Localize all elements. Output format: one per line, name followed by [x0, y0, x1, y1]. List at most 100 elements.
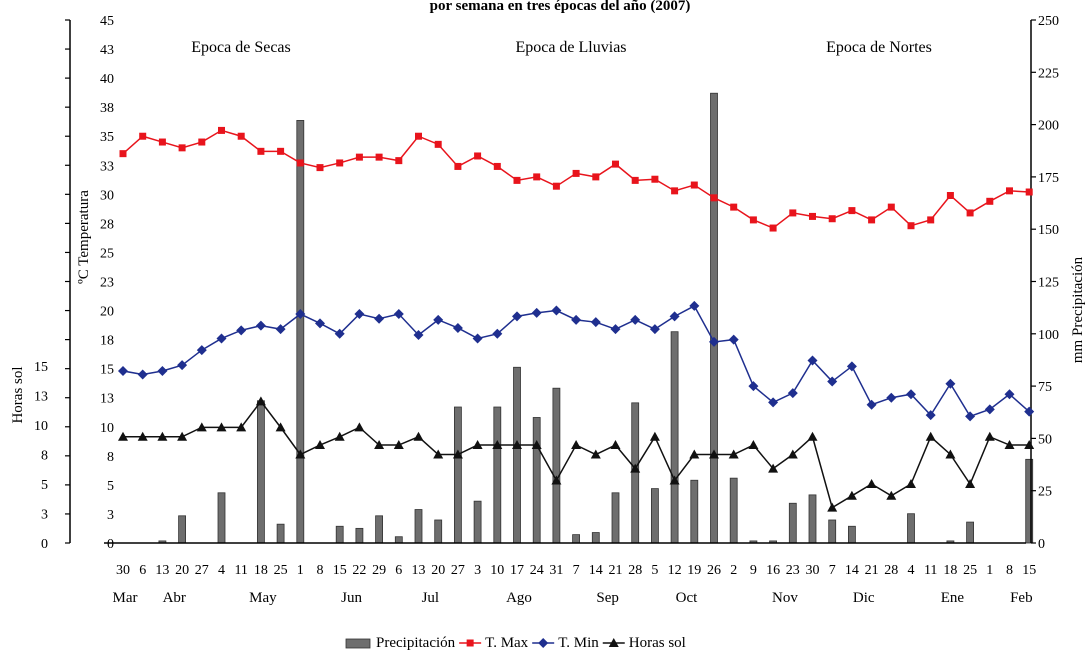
- sun-axis-tick-label: 8: [41, 449, 48, 464]
- right-axis-tick-label: 225: [1038, 66, 1059, 81]
- x-tick-label-day: 8: [1006, 563, 1013, 578]
- x-tick-label-day: 28: [628, 563, 642, 578]
- precipitation-bar: [729, 477, 738, 544]
- t-min-point: [354, 309, 365, 320]
- x-tick-label-month: Ago: [506, 590, 532, 606]
- t-min-point: [906, 389, 916, 400]
- t-min-point: [137, 369, 148, 380]
- horas-sol-point: [787, 449, 798, 459]
- x-tick-label-day: 13: [155, 563, 169, 578]
- t-max-point: [612, 160, 619, 168]
- t-max-point: [946, 191, 954, 199]
- t-max-point: [631, 176, 639, 184]
- horas-sol-point: [709, 449, 719, 459]
- t-max-point: [966, 209, 974, 217]
- x-tick-label-month: Feb: [1010, 590, 1033, 606]
- x-tick-label-day: 13: [412, 563, 426, 578]
- x-tick-label-day: 14: [589, 563, 603, 578]
- t-min-point: [984, 404, 995, 415]
- horas-sol-point: [118, 431, 128, 441]
- t-max-point: [355, 153, 363, 161]
- season-label: Epoca de Lluvias: [515, 39, 626, 56]
- x-axis-labels: 30 6 13 20 27 4 11 18 25 1 8 15 22 29 6 13 20 27 3 10 17 24 31…: [113, 563, 1037, 606]
- t-min-point: [846, 361, 857, 372]
- x-tick-label-day: 30: [116, 563, 130, 578]
- t-min-point: [571, 314, 582, 325]
- x-tick-label-day: 10: [490, 563, 504, 578]
- x-tick-label-day: 29: [372, 563, 386, 578]
- precipitation-bar: [355, 527, 364, 544]
- right-axis-tick-label: 200: [1038, 119, 1059, 134]
- season-labels: Epoca de Secas Epoca de Lluvias Epoca de N…: [191, 39, 932, 56]
- t-max-point: [690, 181, 698, 189]
- x-tick-label-day: 2: [730, 563, 737, 578]
- precipitation-bar: [828, 519, 837, 544]
- x-tick-label-day: 26: [707, 563, 721, 578]
- t-min-point: [610, 324, 621, 335]
- t-min-point: [315, 318, 325, 329]
- horas-sol-point: [886, 490, 897, 500]
- right-axis-tick-label: 125: [1038, 276, 1059, 291]
- sun-axis-tick-label: 3: [41, 508, 48, 523]
- precipitation-bar: [1025, 458, 1034, 544]
- horas-sol-point: [295, 449, 306, 459]
- legend-marker: [608, 638, 619, 647]
- series-lines: [118, 126, 1035, 512]
- t-max-point: [513, 176, 521, 184]
- t-max-point: [218, 126, 225, 134]
- x-tick-label-day: 6: [395, 563, 402, 578]
- left-axis-tick-label: 33: [100, 159, 114, 174]
- x-tick-label-day: 31: [549, 563, 563, 578]
- legend-label: Precipitación: [376, 635, 456, 651]
- left-axis-tick-label: 5: [107, 479, 114, 494]
- legend: Precipitación T. Max T. Min Horas sol: [345, 635, 686, 651]
- sun-axis-tick-label: 15: [34, 360, 48, 375]
- t-max-point: [572, 169, 580, 177]
- left-axis-tick-label: 10: [100, 421, 114, 436]
- x-tick-label-day: 23: [786, 563, 800, 578]
- x-tick-label-month: Dic: [853, 590, 875, 606]
- t-min-point: [295, 309, 306, 320]
- precipitation-bar: [907, 513, 915, 544]
- t-min-point: [413, 329, 424, 340]
- x-tick-label-month: Nov: [772, 590, 798, 606]
- x-tick-label-day: 8: [317, 563, 324, 578]
- season-label: Epoca de Nortes: [826, 39, 932, 56]
- x-tick-label-day: 11: [924, 563, 937, 578]
- x-tick-label-day: 15: [1022, 563, 1036, 578]
- horas-sol-point: [610, 440, 621, 450]
- horas-sol-point: [137, 431, 148, 441]
- t-max-point: [769, 224, 777, 232]
- horas-sol-point: [846, 490, 857, 500]
- t-max-point: [552, 182, 560, 190]
- x-tick-label-day: 28: [884, 563, 898, 578]
- horas-sol-point: [531, 440, 542, 450]
- t-max-point: [375, 153, 383, 161]
- horas-sol-point: [315, 440, 325, 450]
- t-max-point: [809, 212, 816, 220]
- legend-marker: [466, 639, 474, 647]
- precipitation-bar: [256, 400, 265, 544]
- t-max-point: [887, 203, 895, 211]
- left-axis-tick-label: 38: [100, 101, 114, 116]
- horas-sol-point: [866, 479, 877, 488]
- horas-sol-point: [807, 431, 818, 441]
- t-max-point: [336, 159, 344, 167]
- x-tick-label-day: 30: [806, 563, 820, 578]
- t-min-point: [512, 311, 522, 322]
- t-min-point: [728, 334, 739, 345]
- precipitation-bar: [651, 488, 659, 544]
- horas-sol-point: [728, 449, 739, 459]
- precipitation-bar: [296, 120, 305, 544]
- x-tick-label-day: 4: [218, 563, 225, 578]
- precipitation-bar: [453, 406, 462, 544]
- precipitation-bar: [966, 521, 974, 544]
- t-min-point: [945, 378, 956, 389]
- horas-sol-point: [630, 463, 641, 473]
- x-tick-label-day: 18: [943, 563, 957, 578]
- t-max-point: [237, 132, 245, 140]
- precipitation-bar: [710, 92, 718, 544]
- precipitation-bar: [493, 406, 502, 544]
- horas-sol-point: [649, 431, 660, 441]
- horas-sol-point: [1024, 440, 1035, 450]
